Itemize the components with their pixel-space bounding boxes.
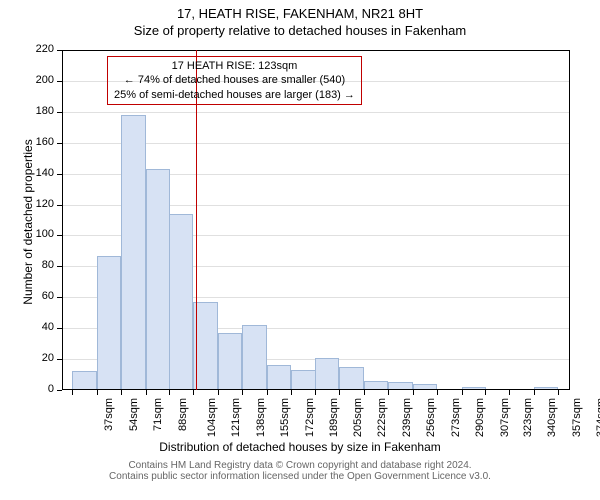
histogram-bar (97, 256, 122, 390)
x-tick-label: 205sqm (352, 398, 364, 437)
x-tick-label: 239sqm (401, 398, 413, 437)
x-tick (558, 390, 559, 395)
x-tick (339, 390, 340, 395)
y-tick-label: 120 (26, 198, 54, 210)
x-tick-label: 273sqm (450, 398, 462, 437)
x-tick (462, 390, 463, 395)
histogram-bar (146, 169, 171, 390)
x-tick-label: 340sqm (547, 398, 559, 437)
x-tick-label: 71sqm (152, 398, 164, 431)
x-tick-label: 138sqm (255, 398, 267, 437)
x-tick-label: 104sqm (206, 398, 218, 437)
axis-line (62, 50, 63, 390)
x-tick-label: 307sqm (499, 398, 511, 437)
x-tick (146, 390, 147, 395)
x-tick-label: 256sqm (425, 398, 437, 437)
x-tick (72, 390, 73, 395)
x-tick-label: 323sqm (522, 398, 534, 437)
x-tick-label: 374sqm (596, 398, 600, 437)
y-tick-label: 160 (26, 136, 54, 148)
x-tick (193, 390, 194, 395)
x-tick (218, 390, 219, 395)
gridline (62, 112, 570, 113)
footer-line2: Contains public sector information licen… (0, 471, 600, 482)
x-tick (315, 390, 316, 395)
x-tick (267, 390, 268, 395)
y-tick (57, 390, 62, 391)
y-tick-label: 60 (26, 290, 54, 302)
y-tick-label: 20 (26, 352, 54, 364)
x-tick-label: 54sqm (128, 398, 140, 431)
y-tick-label: 180 (26, 105, 54, 117)
footer: Contains HM Land Registry data © Crown c… (0, 460, 600, 482)
page-subtitle: Size of property relative to detached ho… (0, 21, 600, 38)
histogram-bar (72, 371, 97, 390)
x-tick-label: 121sqm (230, 398, 242, 437)
x-tick-label: 172sqm (304, 398, 316, 437)
x-tick (291, 390, 292, 395)
x-tick-label: 222sqm (376, 398, 388, 437)
histogram-bar (339, 367, 364, 390)
histogram-bar (169, 214, 194, 390)
axis-line (62, 50, 570, 51)
x-tick-label: 357sqm (571, 398, 583, 437)
histogram-bar (218, 333, 243, 390)
y-tick-label: 40 (26, 321, 54, 333)
y-tick-label: 200 (26, 74, 54, 86)
x-tick (97, 390, 98, 395)
annotation-line: ← 74% of detached houses are smaller (54… (114, 73, 355, 87)
chart-container: 17, HEATH RISE, FAKENHAM, NR21 8HT Size … (0, 0, 600, 500)
x-axis-label: Distribution of detached houses by size … (0, 440, 600, 454)
y-tick-label: 100 (26, 228, 54, 240)
x-tick-label: 290sqm (474, 398, 486, 437)
histogram-bar (267, 365, 292, 390)
x-tick (534, 390, 535, 395)
x-tick (437, 390, 438, 395)
histogram-bar (242, 325, 267, 390)
x-tick-label: 37sqm (103, 398, 115, 431)
x-tick (413, 390, 414, 395)
annotation-box: 17 HEATH RISE: 123sqm← 74% of detached h… (107, 56, 362, 105)
histogram-bar (315, 358, 340, 390)
y-tick-label: 80 (26, 259, 54, 271)
x-tick (364, 390, 365, 395)
x-tick-label: 155sqm (280, 398, 292, 437)
histogram-bar (121, 115, 146, 390)
footer-line1: Contains HM Land Registry data © Crown c… (0, 460, 600, 471)
axis-line (569, 50, 570, 390)
x-tick (121, 390, 122, 395)
x-tick-label: 189sqm (329, 398, 341, 437)
axis-line (62, 389, 570, 390)
x-tick-label: 88sqm (177, 398, 189, 431)
page-title: 17, HEATH RISE, FAKENHAM, NR21 8HT (0, 0, 600, 21)
x-tick (169, 390, 170, 395)
y-tick-label: 140 (26, 167, 54, 179)
x-tick (242, 390, 243, 395)
x-tick (485, 390, 486, 395)
x-tick (388, 390, 389, 395)
annotation-line: 25% of semi-detached houses are larger (… (114, 88, 355, 102)
y-tick-label: 220 (26, 43, 54, 55)
histogram-bar (291, 370, 316, 390)
y-tick-label: 0 (26, 383, 54, 395)
annotation-line: 17 HEATH RISE: 123sqm (114, 59, 355, 73)
x-tick (509, 390, 510, 395)
